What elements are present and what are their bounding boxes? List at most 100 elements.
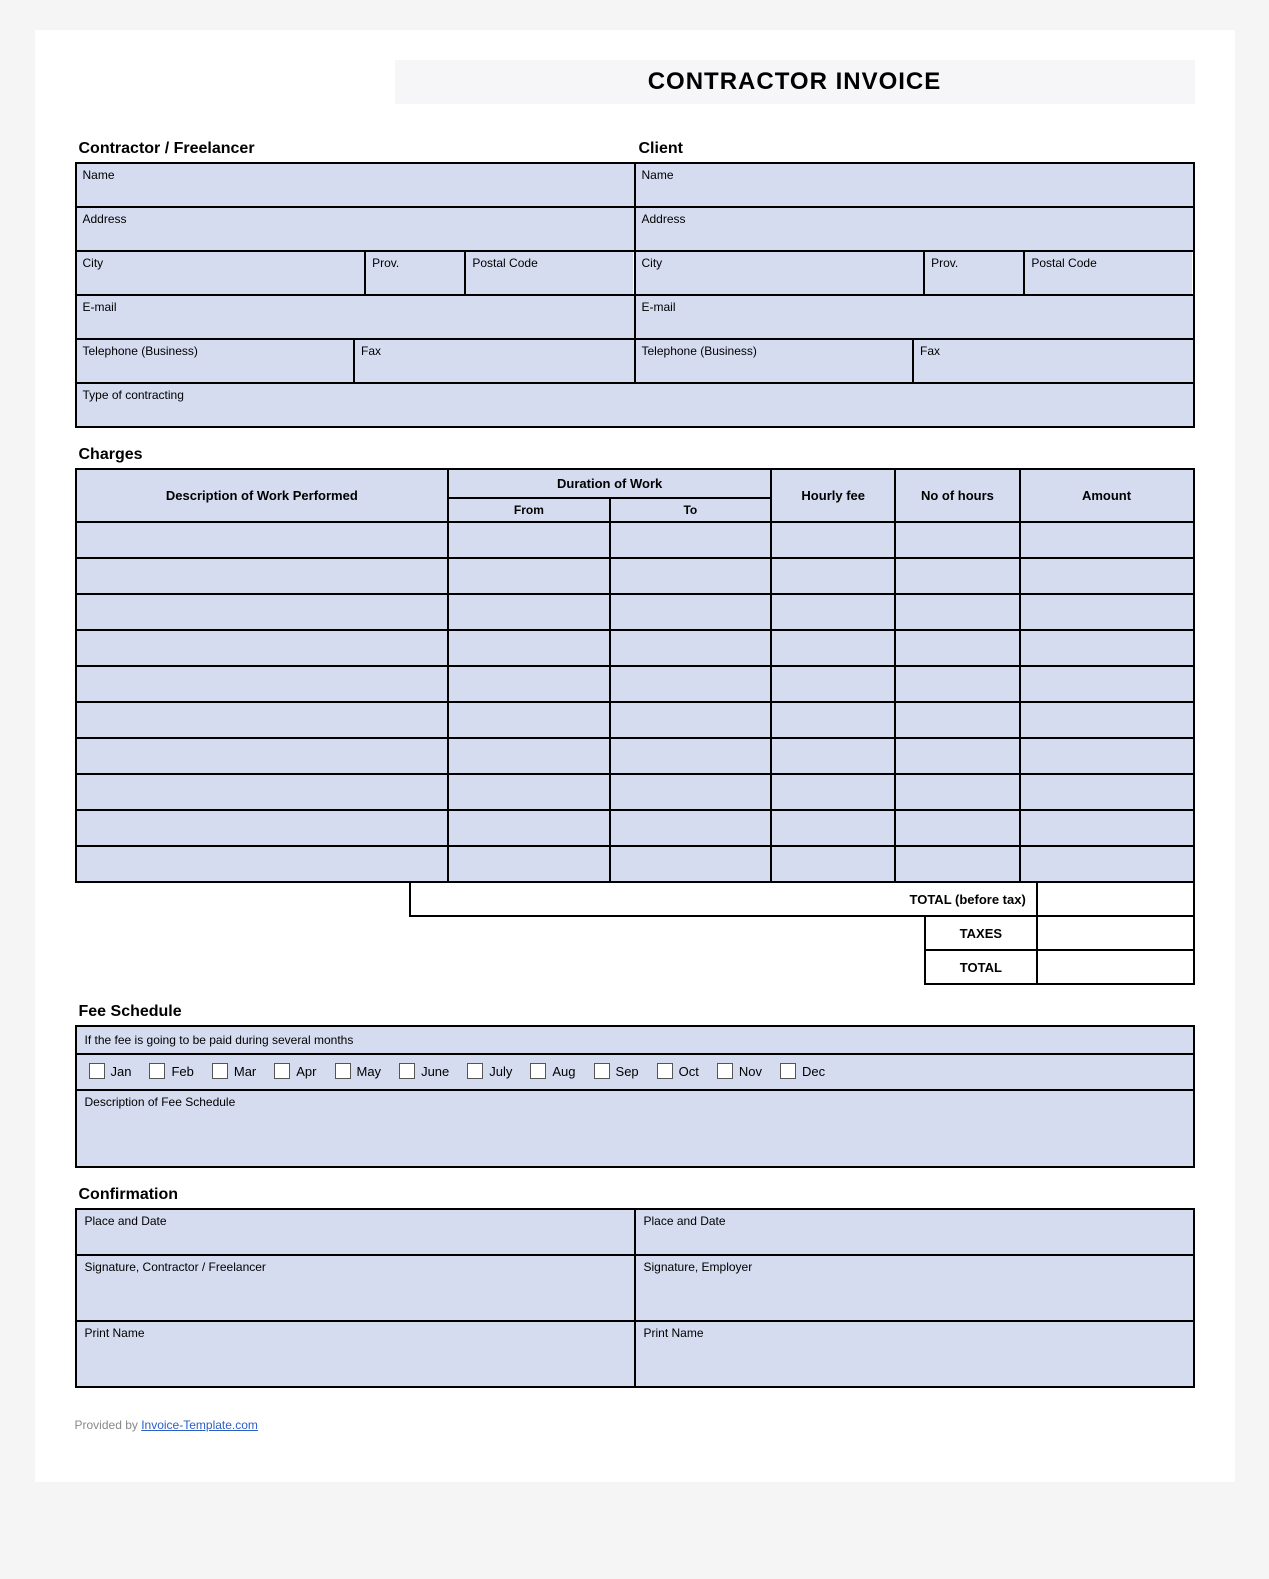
charges-cell[interactable] bbox=[771, 738, 895, 774]
month-option[interactable]: Feb bbox=[149, 1063, 193, 1079]
client-tel-field[interactable]: Telephone (Business) bbox=[636, 340, 915, 382]
client-email-field[interactable]: E-mail bbox=[636, 296, 1193, 338]
checkbox-icon[interactable] bbox=[530, 1063, 546, 1079]
charges-cell[interactable] bbox=[771, 558, 895, 594]
charges-cell[interactable] bbox=[448, 666, 609, 702]
charges-cell[interactable] bbox=[610, 558, 771, 594]
client-name-field[interactable]: Name bbox=[636, 164, 1193, 206]
checkbox-icon[interactable] bbox=[149, 1063, 165, 1079]
charges-cell[interactable] bbox=[448, 846, 609, 882]
month-option[interactable]: Oct bbox=[657, 1063, 699, 1079]
checkbox-icon[interactable] bbox=[399, 1063, 415, 1079]
month-option[interactable]: Sep bbox=[594, 1063, 639, 1079]
charges-cell[interactable] bbox=[895, 774, 1019, 810]
contractor-postal-field[interactable]: Postal Code bbox=[466, 252, 633, 294]
charges-cell[interactable] bbox=[1020, 558, 1194, 594]
charges-cell[interactable] bbox=[771, 594, 895, 630]
checkbox-icon[interactable] bbox=[467, 1063, 483, 1079]
charges-cell[interactable] bbox=[76, 702, 449, 738]
charges-cell[interactable] bbox=[448, 774, 609, 810]
taxes-value[interactable] bbox=[1037, 916, 1194, 950]
charges-cell[interactable] bbox=[771, 702, 895, 738]
fee-desc-field[interactable]: Description of Fee Schedule bbox=[77, 1091, 1193, 1166]
charges-cell[interactable] bbox=[771, 774, 895, 810]
charges-cell[interactable] bbox=[448, 702, 609, 738]
charges-cell[interactable] bbox=[610, 846, 771, 882]
client-postal-field[interactable]: Postal Code bbox=[1025, 252, 1192, 294]
charges-cell[interactable] bbox=[895, 738, 1019, 774]
charges-cell[interactable] bbox=[76, 522, 449, 558]
charges-cell[interactable] bbox=[76, 558, 449, 594]
charges-cell[interactable] bbox=[610, 594, 771, 630]
charges-cell[interactable] bbox=[610, 630, 771, 666]
charges-cell[interactable] bbox=[610, 702, 771, 738]
charges-cell[interactable] bbox=[1020, 702, 1194, 738]
footer-link[interactable]: Invoice-Template.com bbox=[141, 1418, 258, 1432]
charges-cell[interactable] bbox=[1020, 738, 1194, 774]
charges-cell[interactable] bbox=[1020, 666, 1194, 702]
charges-cell[interactable] bbox=[448, 738, 609, 774]
charges-cell[interactable] bbox=[895, 630, 1019, 666]
client-prov-field[interactable]: Prov. bbox=[925, 252, 1025, 294]
checkbox-icon[interactable] bbox=[89, 1063, 105, 1079]
month-option[interactable]: May bbox=[335, 1063, 382, 1079]
charges-cell[interactable] bbox=[76, 846, 449, 882]
charges-cell[interactable] bbox=[76, 666, 449, 702]
charges-cell[interactable] bbox=[1020, 522, 1194, 558]
charges-cell[interactable] bbox=[771, 666, 895, 702]
charges-cell[interactable] bbox=[771, 522, 895, 558]
month-option[interactable]: Nov bbox=[717, 1063, 762, 1079]
month-option[interactable]: Jan bbox=[89, 1063, 132, 1079]
total-before-tax-value[interactable] bbox=[1037, 882, 1194, 916]
conf-place-date-right[interactable]: Place and Date bbox=[635, 1209, 1194, 1255]
charges-cell[interactable] bbox=[448, 594, 609, 630]
charges-cell[interactable] bbox=[76, 774, 449, 810]
charges-cell[interactable] bbox=[1020, 774, 1194, 810]
checkbox-icon[interactable] bbox=[212, 1063, 228, 1079]
charges-cell[interactable] bbox=[895, 810, 1019, 846]
charges-cell[interactable] bbox=[448, 630, 609, 666]
client-address-field[interactable]: Address bbox=[636, 208, 1193, 250]
charges-cell[interactable] bbox=[610, 522, 771, 558]
checkbox-icon[interactable] bbox=[274, 1063, 290, 1079]
contractor-address-field[interactable]: Address bbox=[77, 208, 634, 250]
month-option[interactable]: Apr bbox=[274, 1063, 316, 1079]
checkbox-icon[interactable] bbox=[717, 1063, 733, 1079]
client-city-field[interactable]: City bbox=[636, 252, 926, 294]
contractor-tel-field[interactable]: Telephone (Business) bbox=[77, 340, 356, 382]
checkbox-icon[interactable] bbox=[335, 1063, 351, 1079]
client-fax-field[interactable]: Fax bbox=[914, 340, 1193, 382]
conf-place-date-left[interactable]: Place and Date bbox=[76, 1209, 635, 1255]
month-option[interactable]: Mar bbox=[212, 1063, 256, 1079]
charges-cell[interactable] bbox=[610, 666, 771, 702]
charges-cell[interactable] bbox=[895, 558, 1019, 594]
charges-cell[interactable] bbox=[1020, 810, 1194, 846]
month-option[interactable]: Dec bbox=[780, 1063, 825, 1079]
charges-cell[interactable] bbox=[1020, 846, 1194, 882]
charges-cell[interactable] bbox=[895, 594, 1019, 630]
charges-cell[interactable] bbox=[771, 846, 895, 882]
contractor-email-field[interactable]: E-mail bbox=[77, 296, 634, 338]
charges-cell[interactable] bbox=[76, 738, 449, 774]
charges-cell[interactable] bbox=[448, 810, 609, 846]
month-option[interactable]: Aug bbox=[530, 1063, 575, 1079]
charges-cell[interactable] bbox=[771, 630, 895, 666]
conf-sig-contractor[interactable]: Signature, Contractor / Freelancer bbox=[76, 1255, 635, 1321]
charges-cell[interactable] bbox=[895, 522, 1019, 558]
charges-cell[interactable] bbox=[76, 810, 449, 846]
month-option[interactable]: July bbox=[467, 1063, 512, 1079]
charges-cell[interactable] bbox=[1020, 630, 1194, 666]
charges-cell[interactable] bbox=[1020, 594, 1194, 630]
conf-print-name-left[interactable]: Print Name bbox=[76, 1321, 635, 1387]
charges-cell[interactable] bbox=[76, 630, 449, 666]
charges-cell[interactable] bbox=[76, 594, 449, 630]
contractor-fax-field[interactable]: Fax bbox=[355, 340, 634, 382]
charges-cell[interactable] bbox=[895, 702, 1019, 738]
type-of-contracting-field[interactable]: Type of contracting bbox=[75, 384, 1195, 428]
contractor-city-field[interactable]: City bbox=[77, 252, 367, 294]
charges-cell[interactable] bbox=[771, 810, 895, 846]
charges-cell[interactable] bbox=[448, 558, 609, 594]
conf-sig-employer[interactable]: Signature, Employer bbox=[635, 1255, 1194, 1321]
charges-cell[interactable] bbox=[610, 738, 771, 774]
contractor-name-field[interactable]: Name bbox=[77, 164, 634, 206]
